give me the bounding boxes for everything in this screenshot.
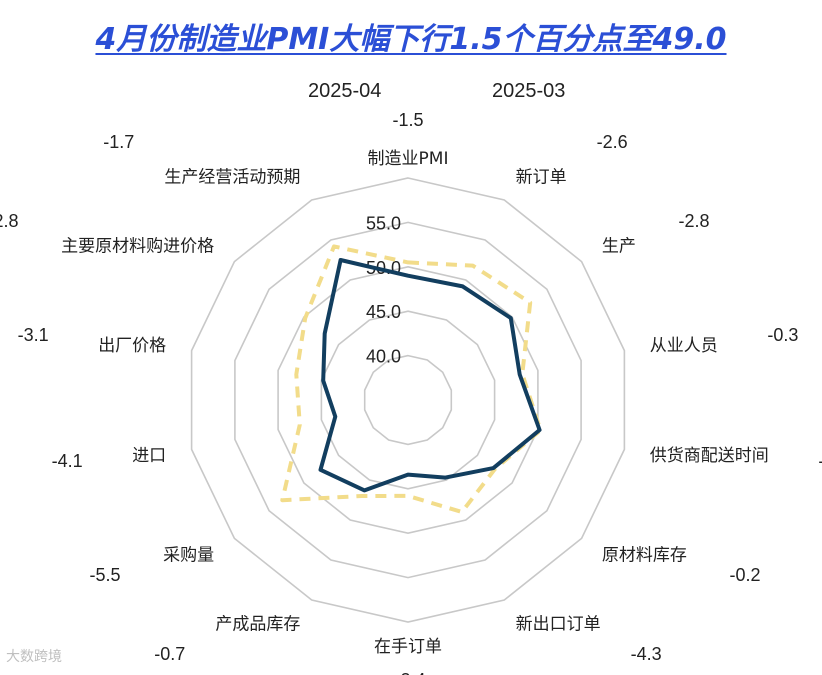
grid-ring	[190, 177, 626, 623]
change-value-label: -0.7	[154, 644, 185, 664]
category-label: 新出口订单	[516, 614, 601, 634]
series-line-2025-04	[318, 258, 542, 493]
category-label: 从业人员	[650, 336, 718, 356]
category-label: 在手订单	[374, 637, 442, 657]
change-value-label: -4.1	[52, 451, 83, 471]
chart-title: 4月份制造业PMI大幅下行1.5个百分点至49.0	[95, 22, 727, 57]
change-value-label: -2.8	[678, 211, 709, 231]
change-value-label: -4.3	[631, 644, 662, 664]
change-value-label: -2.6	[597, 132, 628, 152]
category-label: 生产	[602, 236, 636, 256]
category-label: 出厂价格	[98, 336, 166, 356]
category-label: 产成品库存	[215, 614, 300, 634]
category-label: 生产经营活动预期	[164, 168, 300, 188]
grid-ring	[277, 265, 539, 535]
watermark: 大数跨境	[6, 649, 62, 665]
legend: 2025-04 2025-03	[0, 76, 822, 106]
change-value-label: -0.3	[767, 325, 798, 345]
change-value-label: -2.8	[0, 211, 19, 231]
grid-ring	[320, 310, 496, 490]
category-label: 新订单	[516, 168, 567, 188]
category-label: 进口	[132, 446, 166, 466]
legend-item-2025-03: 2025-03	[412, 76, 565, 106]
legend-item-2025-04: 2025-04	[228, 76, 381, 106]
radial-tick-label: 45.0	[366, 302, 401, 322]
change-value-label: -0.2	[729, 565, 760, 585]
grid-ring	[234, 221, 582, 579]
legend-label-2025-03: 2025-03	[492, 79, 566, 102]
series-line-2025-03	[280, 244, 543, 514]
category-label: 供货商配送时间	[650, 446, 769, 466]
category-label: 原材料库存	[602, 546, 687, 566]
change-value-label: -1.7	[103, 132, 134, 152]
category-label: 主要原材料购进价格	[61, 236, 214, 256]
change-value-label: -1.5	[392, 110, 423, 130]
category-label: 制造业PMI	[368, 149, 449, 169]
legend-label-2025-04: 2025-04	[308, 79, 382, 102]
radial-tick-label: 55.0	[366, 213, 401, 233]
change-value-label: -2.4	[394, 670, 425, 675]
category-label: 采购量	[163, 546, 214, 566]
change-value-label: -3.1	[18, 325, 49, 345]
change-value-label: -5.5	[89, 565, 120, 585]
radial-tick-label: 40.0	[366, 347, 401, 367]
grid-ring	[363, 354, 453, 446]
change-value-label: -0.1	[818, 451, 822, 471]
